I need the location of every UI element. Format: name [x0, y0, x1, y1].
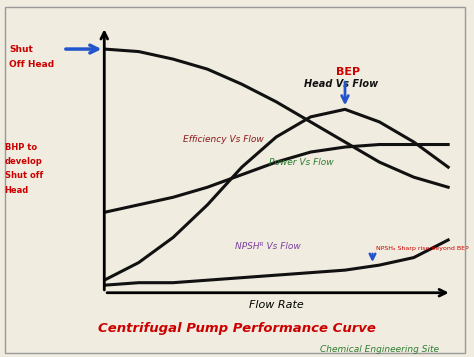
Text: Off Head: Off Head	[9, 60, 55, 69]
Text: BHP to: BHP to	[5, 143, 37, 152]
Text: BEP: BEP	[337, 67, 361, 77]
Text: Centrifugal Pump Performance Curve: Centrifugal Pump Performance Curve	[98, 322, 376, 335]
Text: Power Vs Flow: Power Vs Flow	[269, 158, 334, 167]
Text: Chemical Engineering Site: Chemical Engineering Site	[319, 345, 439, 355]
Text: Head Vs Flow: Head Vs Flow	[304, 79, 378, 89]
Text: NPSHᴿ Vs Flow: NPSHᴿ Vs Flow	[235, 242, 301, 251]
Text: Efficiency Vs Flow: Efficiency Vs Flow	[183, 135, 264, 144]
Text: Shut: Shut	[9, 45, 33, 55]
Text: develop: develop	[5, 157, 43, 166]
Text: NPSHₐ Sharp rise beyond BEP: NPSHₐ Sharp rise beyond BEP	[376, 246, 469, 251]
Text: Shut off: Shut off	[5, 171, 43, 181]
Text: Head: Head	[5, 186, 29, 195]
Text: Flow Rate: Flow Rate	[249, 300, 303, 310]
